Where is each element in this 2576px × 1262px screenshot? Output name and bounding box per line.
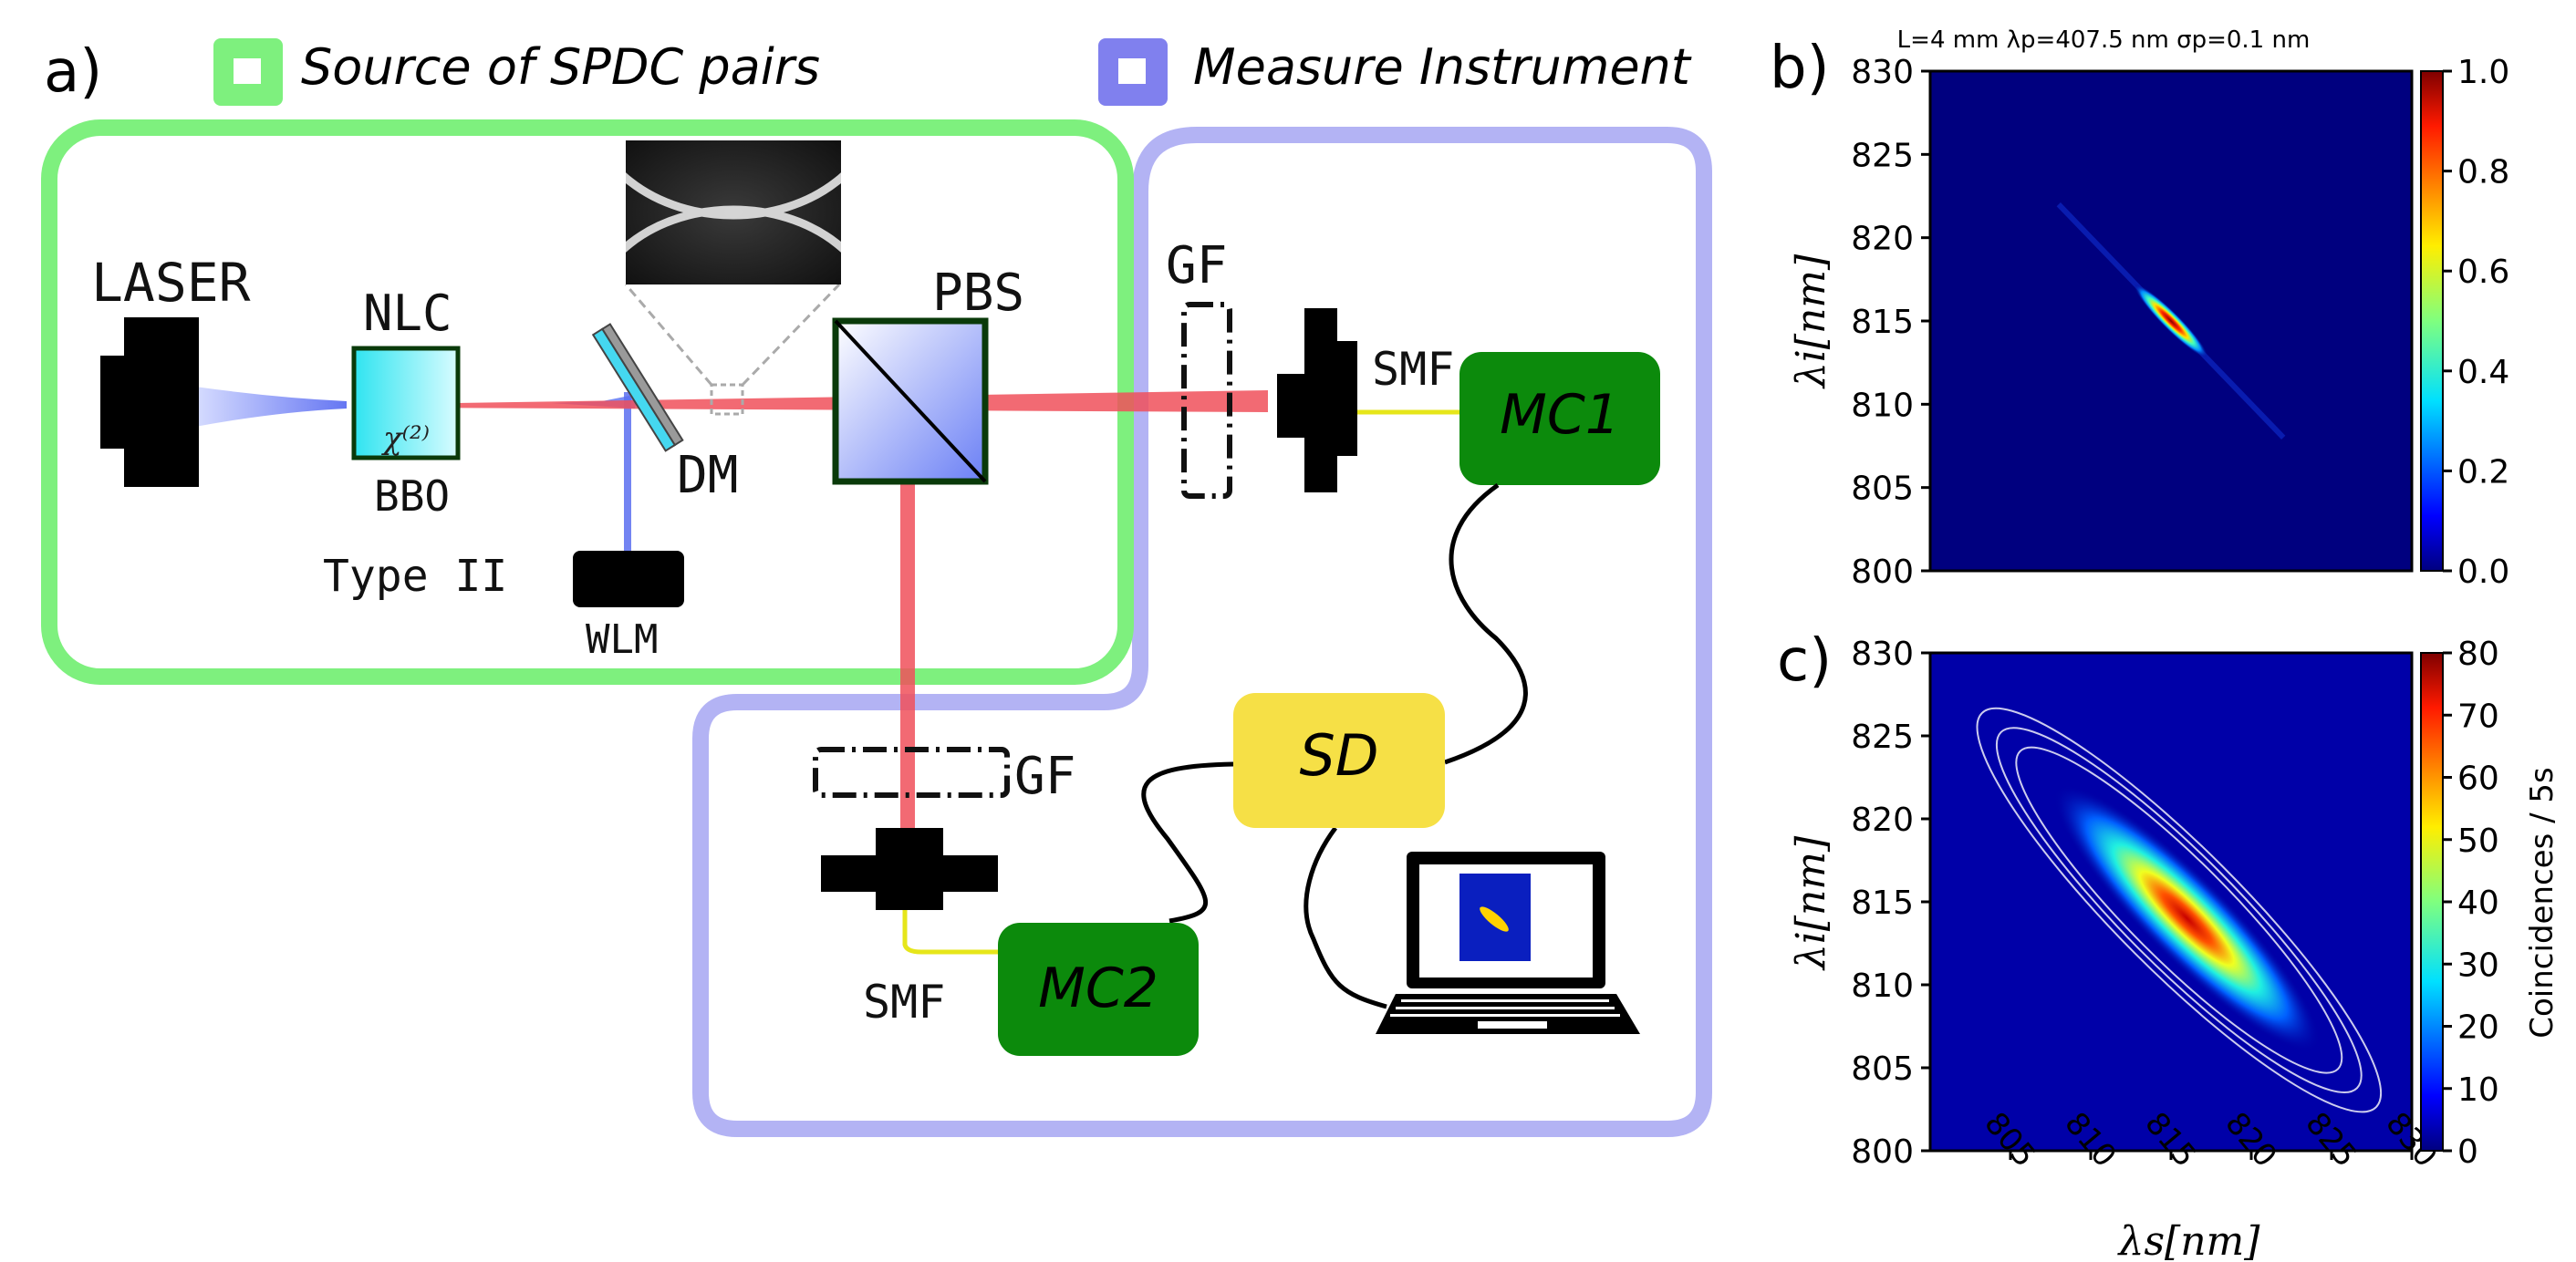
mc1-box bbox=[1459, 352, 1660, 485]
chart-b-ylabel: λi[nm] bbox=[1788, 253, 1834, 389]
laptop-icon bbox=[1376, 852, 1640, 1034]
chart-c-colorbar-tick-label: 50 bbox=[2457, 822, 2499, 860]
pbs-label: PBS bbox=[932, 264, 1024, 323]
chart-c-colorbar-tick-label: 0 bbox=[2457, 1133, 2478, 1171]
chart-c-fit-contour bbox=[1995, 727, 2363, 1093]
chart-c-colorbar-tick-label: 60 bbox=[2457, 760, 2499, 798]
chart-c-ytick-label: 830 bbox=[1851, 636, 1914, 673]
chart-c-fit-contour bbox=[1976, 707, 2383, 1113]
chart-b-ytick-label: 820 bbox=[1851, 221, 1914, 258]
mc1-label: MC1 bbox=[1500, 383, 1620, 447]
chart-c-ylabel: λi[nm] bbox=[1788, 835, 1834, 971]
panel-label-b: b) bbox=[1770, 35, 1830, 102]
sd-box bbox=[1233, 693, 1445, 828]
wavelength-meter bbox=[573, 551, 684, 607]
chart-b-ytick-label: 810 bbox=[1851, 387, 1914, 424]
legend-measure: Measure Instrument bbox=[1098, 38, 1692, 106]
chart-b: 800 805 810 815 820 825 830 0.0 0.2 0.4 0.6 0.8 1.0… bbox=[1788, 54, 2509, 591]
polarizing-beam-splitter bbox=[832, 317, 989, 485]
chart-c-colorbar-tick-label: 40 bbox=[2457, 884, 2499, 922]
chart-b-ytick-label: 805 bbox=[1851, 471, 1914, 508]
chart-b-colorbar-tick-label: 1.0 bbox=[2457, 54, 2509, 91]
chart-b-colorbar-tick-label: 0.6 bbox=[2457, 253, 2509, 291]
bbo-label: BBO bbox=[374, 471, 450, 521]
chart-c-ytick-label: 820 bbox=[1851, 802, 1914, 839]
spdc-ring-image bbox=[626, 140, 841, 284]
cable-mc1-sd bbox=[1444, 482, 1528, 765]
pump-beam bbox=[195, 387, 347, 427]
mc2-label: MC2 bbox=[1038, 957, 1158, 1020]
nlc-crystal bbox=[351, 346, 461, 460]
chart-b-colorbar-tick-label: 0.8 bbox=[2457, 154, 2509, 191]
chart-c-xlabel: λs[nm] bbox=[2117, 1218, 2261, 1262]
chart-b-colorbar-tick-label: 0.2 bbox=[2457, 453, 2509, 491]
grating-filter-2 bbox=[813, 747, 1010, 798]
dichroic-mirror bbox=[591, 323, 684, 452]
smf-fiber-2 bbox=[902, 910, 1002, 955]
nlc-label: NLC bbox=[363, 284, 452, 342]
chart-b-ytick-label: 815 bbox=[1851, 304, 1914, 341]
sd-label: SD bbox=[1299, 722, 1378, 789]
chart-b-ytick-label: 800 bbox=[1851, 553, 1914, 591]
chart-b-ytick-label: 825 bbox=[1851, 137, 1914, 174]
chart-c-ytick-label: 825 bbox=[1851, 719, 1914, 756]
pump-to-wlm-beam bbox=[624, 392, 631, 553]
fiber-coupler-2 bbox=[821, 828, 998, 910]
panel-label-c: c) bbox=[1777, 627, 1832, 695]
chart-c-fit-contour bbox=[2015, 746, 2343, 1074]
mc2-box bbox=[998, 923, 1199, 1056]
chi2-symbol: χ⁽²⁾ bbox=[381, 420, 430, 457]
chart-c-colorbar-label: Coincidences / 5s bbox=[2524, 767, 2560, 1038]
chart-c-ytick-label: 810 bbox=[1851, 967, 1914, 1005]
legend-source-label: Source of SPDC pairs bbox=[301, 38, 820, 96]
chart-c-ytick-label: 805 bbox=[1851, 1050, 1914, 1088]
chart-b-colorbar-tick-label: 0.4 bbox=[2457, 354, 2509, 391]
type-ii-label: Type II bbox=[323, 551, 507, 602]
laser-label: LASER bbox=[91, 252, 251, 314]
chart-b-jsa-peak bbox=[2134, 284, 2208, 358]
chart-b-ytick-label: 830 bbox=[1851, 54, 1914, 91]
chart-c-colorbar bbox=[2420, 652, 2444, 1152]
spdc-ring-zoom-marker bbox=[710, 383, 744, 416]
panel-label-a: a) bbox=[44, 38, 102, 106]
chart-b-title: L=4 mm λp=407.5 nm σp=0.1 nm bbox=[1897, 26, 2311, 54]
chart-c-colorbar-tick-label: 70 bbox=[2457, 698, 2499, 735]
chart-c-colorbar-tick-label: 10 bbox=[2457, 1071, 2499, 1109]
laser-source bbox=[100, 317, 199, 487]
chart-c-coincidence-peak bbox=[2052, 784, 2322, 1052]
measure-instrument-frame bbox=[692, 127, 1712, 1137]
chart-c-colorbar-tick-label: 80 bbox=[2457, 636, 2499, 673]
fiber-coupler-1 bbox=[1277, 308, 1357, 492]
smf2-label: SMF bbox=[863, 976, 945, 1029]
spdc-beam-horizontal bbox=[396, 390, 1268, 412]
chart-c-ytick-label: 815 bbox=[1851, 884, 1914, 922]
legend-measure-label: Measure Instrument bbox=[1193, 38, 1692, 96]
smf1-label: SMF bbox=[1372, 343, 1454, 396]
wlm-label: WLM bbox=[586, 616, 658, 663]
chart-b-colorbar-tick-label: 0.0 bbox=[2457, 553, 2509, 591]
chart-c-ytick-label: 800 bbox=[1851, 1133, 1914, 1171]
dm-label: DM bbox=[677, 446, 738, 505]
legend-source: Source of SPDC pairs bbox=[213, 38, 820, 106]
gf2-label: GF bbox=[1014, 747, 1075, 806]
spdc-beam-vertical bbox=[900, 407, 915, 828]
chart-b-colorbar bbox=[2420, 70, 2444, 572]
cable-sd-laptop bbox=[1304, 826, 1387, 1009]
cable-sd-mc2 bbox=[1141, 761, 1234, 924]
chart-c-colorbar-tick-label: 20 bbox=[2457, 1009, 2499, 1047]
grating-filter-1 bbox=[1181, 302, 1232, 499]
chart-c-colorbar-tick-label: 30 bbox=[2457, 946, 2499, 984]
gf1-label: GF bbox=[1166, 236, 1227, 295]
